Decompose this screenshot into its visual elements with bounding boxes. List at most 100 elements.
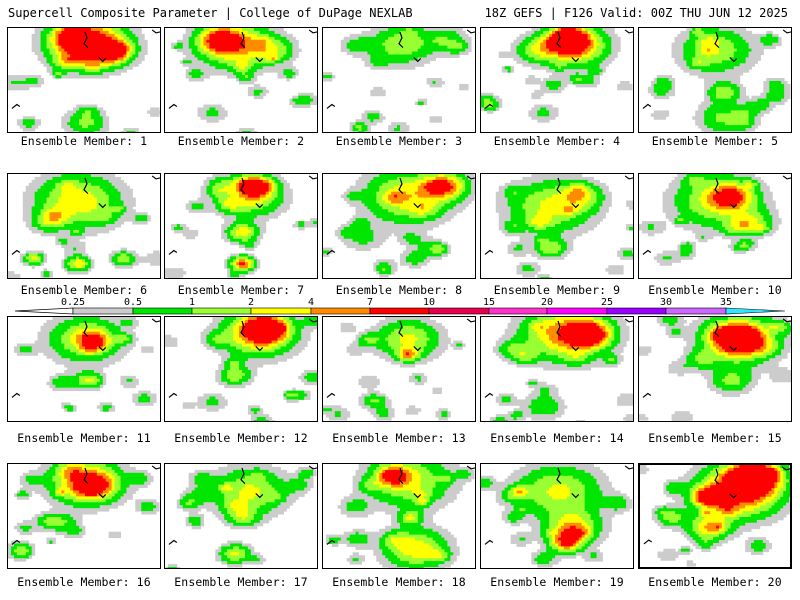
colorbar-tick-label: 0.25 [60, 297, 86, 308]
ensemble-member-label: Ensemble Member: 20 [648, 575, 782, 589]
colorbar-swatch [665, 307, 727, 315]
colorbar-swatch [132, 307, 193, 315]
colorbar-tick-label: 25 [600, 297, 614, 308]
colorbar-tick-label: 7 [366, 297, 374, 308]
scp-field-map [165, 464, 317, 568]
ensemble-panel-18[interactable] [322, 463, 476, 569]
ensemble-panel-7[interactable] [164, 173, 318, 279]
colorbar [14, 307, 786, 315]
coastline [11, 318, 160, 398]
coastline [168, 29, 317, 109]
ensemble-panel-2[interactable] [164, 27, 318, 133]
ensemble-member-label: Ensemble Member: 5 [651, 134, 779, 148]
colorbar-swatch [310, 307, 371, 315]
ensemble-member-label: Ensemble Member: 10 [648, 283, 782, 297]
ensemble-member-label: Ensemble Member: 7 [177, 283, 305, 297]
coastline [11, 175, 160, 255]
ensemble-member-label: Ensemble Member: 4 [493, 134, 621, 148]
model-run-valid-time: 18Z GEFS | F126 Valid: 00Z THU JUN 12 20… [484, 6, 788, 20]
ensemble-panel-16[interactable] [7, 463, 161, 569]
colorbar-low-arrow [14, 307, 74, 315]
ensemble-panel-14[interactable] [480, 316, 634, 422]
ensemble-member-label: Ensemble Member: 14 [490, 431, 624, 445]
colorbar-tick-label: 20 [540, 297, 554, 308]
ensemble-member-label: Ensemble Member: 2 [177, 134, 305, 148]
ensemble-member-label: Ensemble Member: 13 [332, 431, 466, 445]
ensemble-panel-11[interactable] [7, 316, 161, 422]
ensemble-panel-17[interactable] [164, 463, 318, 569]
scp-field-map [325, 464, 475, 568]
ensemble-panel-3[interactable] [322, 27, 476, 133]
ensemble-member-label: Ensemble Member: 16 [17, 575, 151, 589]
ensemble-panel-15[interactable] [638, 316, 792, 422]
colorbar-swatch [191, 307, 252, 315]
colorbar-swatch [369, 307, 430, 315]
scp-field-map [8, 28, 160, 132]
ensemble-member-label: Ensemble Member: 18 [332, 575, 466, 589]
colorbar-tick-label: 2 [247, 297, 255, 308]
scp-field-map [8, 174, 160, 278]
ensemble-panel-10[interactable] [638, 173, 792, 279]
scp-field-map [8, 464, 160, 562]
colorbar-tick-label: 30 [659, 297, 673, 308]
ensemble-member-label: Ensemble Member: 17 [174, 575, 308, 589]
coastline [484, 318, 633, 398]
scp-field-map [168, 28, 317, 132]
coastline [643, 466, 790, 545]
ensemble-panel-9[interactable] [480, 173, 634, 279]
ensemble-panel-13[interactable] [322, 316, 476, 422]
coastline [484, 175, 633, 255]
colorbar-swatch [725, 307, 786, 315]
colorbar-swatch [250, 307, 312, 315]
ensemble-member-label: Ensemble Member: 12 [174, 431, 308, 445]
coastline [168, 175, 317, 255]
ensemble-member-label: Ensemble Member: 15 [648, 431, 782, 445]
ensemble-panel-19[interactable] [480, 463, 634, 569]
colorbar-tick-label: 4 [307, 297, 315, 308]
ensemble-panel-20[interactable] [638, 463, 792, 569]
coastline [11, 29, 160, 109]
scp-field-map [323, 174, 475, 278]
map-title: Supercell Composite Parameter | College … [8, 6, 413, 20]
coastline [326, 318, 475, 398]
coastline [326, 465, 475, 545]
coastline [642, 29, 791, 109]
ensemble-panel-1[interactable] [7, 27, 161, 133]
colorbar-tick-label: 15 [482, 297, 496, 308]
ensemble-member-label: Ensemble Member: 6 [20, 283, 148, 297]
scp-field-map [642, 28, 791, 132]
ensemble-member-label: Ensemble Member: 8 [335, 283, 463, 297]
scp-field-map [639, 174, 791, 266]
coastline [11, 465, 160, 545]
ensemble-panel-6[interactable] [7, 173, 161, 279]
coastline [484, 29, 633, 109]
coastline [642, 318, 791, 398]
scp-field-map [640, 465, 790, 567]
coastline [168, 318, 317, 398]
colorbar-tick-label: 35 [719, 297, 733, 308]
ensemble-member-label: Ensemble Member: 1 [20, 134, 148, 148]
colorbar-tick-label: 10 [422, 297, 436, 308]
coastline [326, 29, 475, 109]
ensemble-panel-8[interactable] [322, 173, 476, 279]
coastline [642, 175, 791, 255]
colorbar-swatch [72, 307, 134, 315]
scp-field-map [484, 317, 633, 421]
ensemble-panel-4[interactable] [480, 27, 634, 133]
colorbar-tick-label: 0.5 [123, 297, 143, 308]
scp-field-map [481, 28, 633, 123]
scp-field-map [11, 317, 160, 412]
colorbar-swatch [606, 307, 667, 315]
coastline [326, 175, 475, 255]
scp-field-map [639, 317, 791, 421]
scp-field-map [323, 317, 475, 421]
ensemble-panel-12[interactable] [164, 316, 318, 422]
coastline [168, 465, 317, 545]
ensemble-member-label: Ensemble Member: 3 [335, 134, 463, 148]
colorbar-swatch [488, 307, 548, 315]
colorbar-tick-label: 1 [188, 297, 196, 308]
scp-field-map [481, 464, 633, 568]
colorbar-swatch [546, 307, 608, 315]
scp-field-map [165, 174, 317, 278]
ensemble-panel-5[interactable] [638, 27, 792, 133]
